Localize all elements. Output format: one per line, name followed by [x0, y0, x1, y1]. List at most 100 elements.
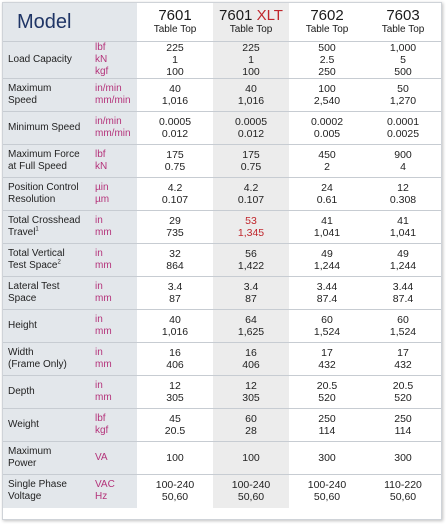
spec-sheet: Model 7601 Table Top 7601 XLT Table Top …: [2, 2, 442, 520]
spec-units: VA: [93, 441, 138, 475]
spec-row: Load Capacity lbf kN kgf 225 1 100 225 1 100 500 2.…: [3, 41, 442, 79]
spec-value: 0.107: [161, 194, 189, 206]
spec-value: 29: [169, 215, 181, 227]
spec-value-cell: 40 1,016: [137, 309, 214, 343]
spec-label-line: Speed: [8, 95, 37, 106]
spec-label-line: Voltage: [8, 491, 42, 503]
unit-label: kN: [95, 161, 108, 172]
unit-label: lbf: [95, 413, 106, 424]
spec-label: Height: [3, 309, 93, 343]
spec-value: 114: [394, 425, 412, 437]
spec-value: 2: [324, 161, 330, 173]
spec-label: Weight: [3, 408, 93, 442]
spec-value-cell: 60 28: [213, 408, 290, 442]
spec-label-line: (Frame Only): [8, 359, 67, 370]
spec-value-cell: 60 1,524: [365, 309, 442, 343]
spec-value: 100: [242, 66, 260, 78]
header-row: Model 7601 Table Top 7601 XLT Table Top …: [3, 3, 442, 42]
spec-units: VAC Hz: [93, 474, 138, 508]
unit-label: in: [95, 248, 103, 259]
spec-value: 64: [245, 314, 257, 326]
spec-value: 250: [318, 66, 336, 78]
spec-value: 17: [397, 347, 409, 359]
spec-value: 1,041: [389, 227, 417, 239]
spec-value-cell: 100: [213, 441, 290, 475]
spec-value: 500: [394, 66, 412, 78]
spec-row: Maximum Power VA 100 100 300 300: [3, 441, 442, 475]
spec-value-cell: 49 1,244: [289, 243, 366, 277]
spec-units: lbf kN kgf: [93, 41, 138, 79]
spec-value: 20.5: [316, 380, 338, 392]
spec-label-line: Lateral Test: [8, 281, 60, 292]
spec-value: 1,244: [313, 260, 341, 272]
spec-value: 100-240: [231, 479, 271, 492]
unit-label: kN: [95, 54, 108, 65]
spec-value-cell: 1,000 5 500: [365, 41, 442, 79]
spec-value-cell: 0.0002 0.005: [289, 111, 366, 145]
spec-value: 864: [166, 260, 184, 272]
spec-value: 0.012: [161, 128, 189, 140]
spec-label: Total Vertical Test Space2: [3, 243, 93, 277]
unit-label: in/min: [95, 83, 122, 94]
spec-label-line: Resolution: [8, 194, 56, 205]
spec-value-cell: 450 2: [289, 144, 366, 178]
spec-value-cell: 56 1,422: [213, 243, 290, 277]
spec-value: 2.5: [319, 54, 335, 66]
spec-row: Weight lbf kgf 45 20.5 60 28 250 114 250 114: [3, 408, 442, 442]
spec-value: 100-240: [155, 479, 195, 492]
spec-row: Single Phase Voltage VAC Hz 100-240 50,60 100-…: [3, 474, 442, 508]
spec-value-cell: 16 406: [137, 342, 214, 376]
spec-value: 17: [321, 347, 333, 359]
spec-units: lbf kgf: [93, 408, 138, 442]
model-number: 7603: [386, 6, 420, 24]
spec-value: 16: [245, 347, 257, 359]
spec-value: 0.107: [237, 194, 265, 206]
spec-value-cell: 0.0005 0.012: [137, 111, 214, 145]
unit-label: in: [95, 215, 103, 226]
spec-value: 250: [394, 413, 412, 425]
unit-label: mm: [95, 227, 112, 238]
spec-value: 40: [169, 83, 181, 95]
spec-value: 305: [166, 392, 184, 404]
spec-label: Lateral Test Space: [3, 276, 93, 310]
spec-value: 0.0002: [310, 116, 344, 128]
spec-value-cell: 0.0001 0.0025: [365, 111, 442, 145]
spec-value: 2,540: [313, 95, 341, 107]
spec-value-cell: 3.44 87.4: [289, 276, 366, 310]
spec-row: Minimum Speed in/min mm/min 0.0005 0.012 0.00…: [3, 111, 442, 145]
spec-value-cell: 250 114: [365, 408, 442, 442]
spec-row: Maximum Force at Full Speed lbf kN 175 0.75 17…: [3, 144, 442, 178]
spec-value-cell: 100-240 50,60: [289, 474, 366, 508]
spec-label-line: Total Crosshead: [8, 215, 81, 226]
spec-value-cell: 45 20.5: [137, 408, 214, 442]
spec-value: 1,524: [313, 326, 341, 338]
spec-value-cell: 4.2 0.107: [137, 177, 214, 211]
spec-label-line: at Full Speed: [8, 161, 67, 172]
spec-value: 110-220: [384, 479, 422, 492]
spec-row: Total Vertical Test Space2 in mm 32 864 56 1,42…: [3, 243, 442, 277]
spec-value: 305: [242, 392, 260, 404]
spec-value-cell: 32 864: [137, 243, 214, 277]
spec-label-line: Height: [8, 320, 37, 331]
spec-value: 56: [245, 248, 257, 260]
spec-value: 406: [166, 359, 184, 371]
spec-value: 41: [321, 215, 333, 227]
spec-value: 0.308: [389, 194, 417, 206]
spec-value: 100: [318, 83, 336, 95]
spec-value: 900: [394, 149, 412, 161]
spec-value-cell: 300: [289, 441, 366, 475]
unit-label: mm/min: [95, 95, 131, 106]
spec-value: 500: [318, 42, 336, 54]
spec-label-text: Test Space: [8, 260, 58, 271]
spec-value: 49: [397, 248, 409, 260]
spec-value-cell: 3.4 87: [137, 276, 214, 310]
spec-value-cell: 100 2,540: [289, 78, 366, 112]
spec-row: Lateral Test Space in mm 3.4 87 3.4 87 3.44 87.4 3…: [3, 276, 442, 310]
spec-value: 114: [318, 425, 336, 437]
spec-units: in mm: [93, 210, 138, 244]
spec-value-cell: 100: [137, 441, 214, 475]
spec-label-line: Test Space2: [8, 260, 93, 272]
spec-value: 1,041: [313, 227, 341, 239]
spec-value: 450: [318, 149, 336, 161]
spec-value-cell: 0.0005 0.012: [213, 111, 290, 145]
